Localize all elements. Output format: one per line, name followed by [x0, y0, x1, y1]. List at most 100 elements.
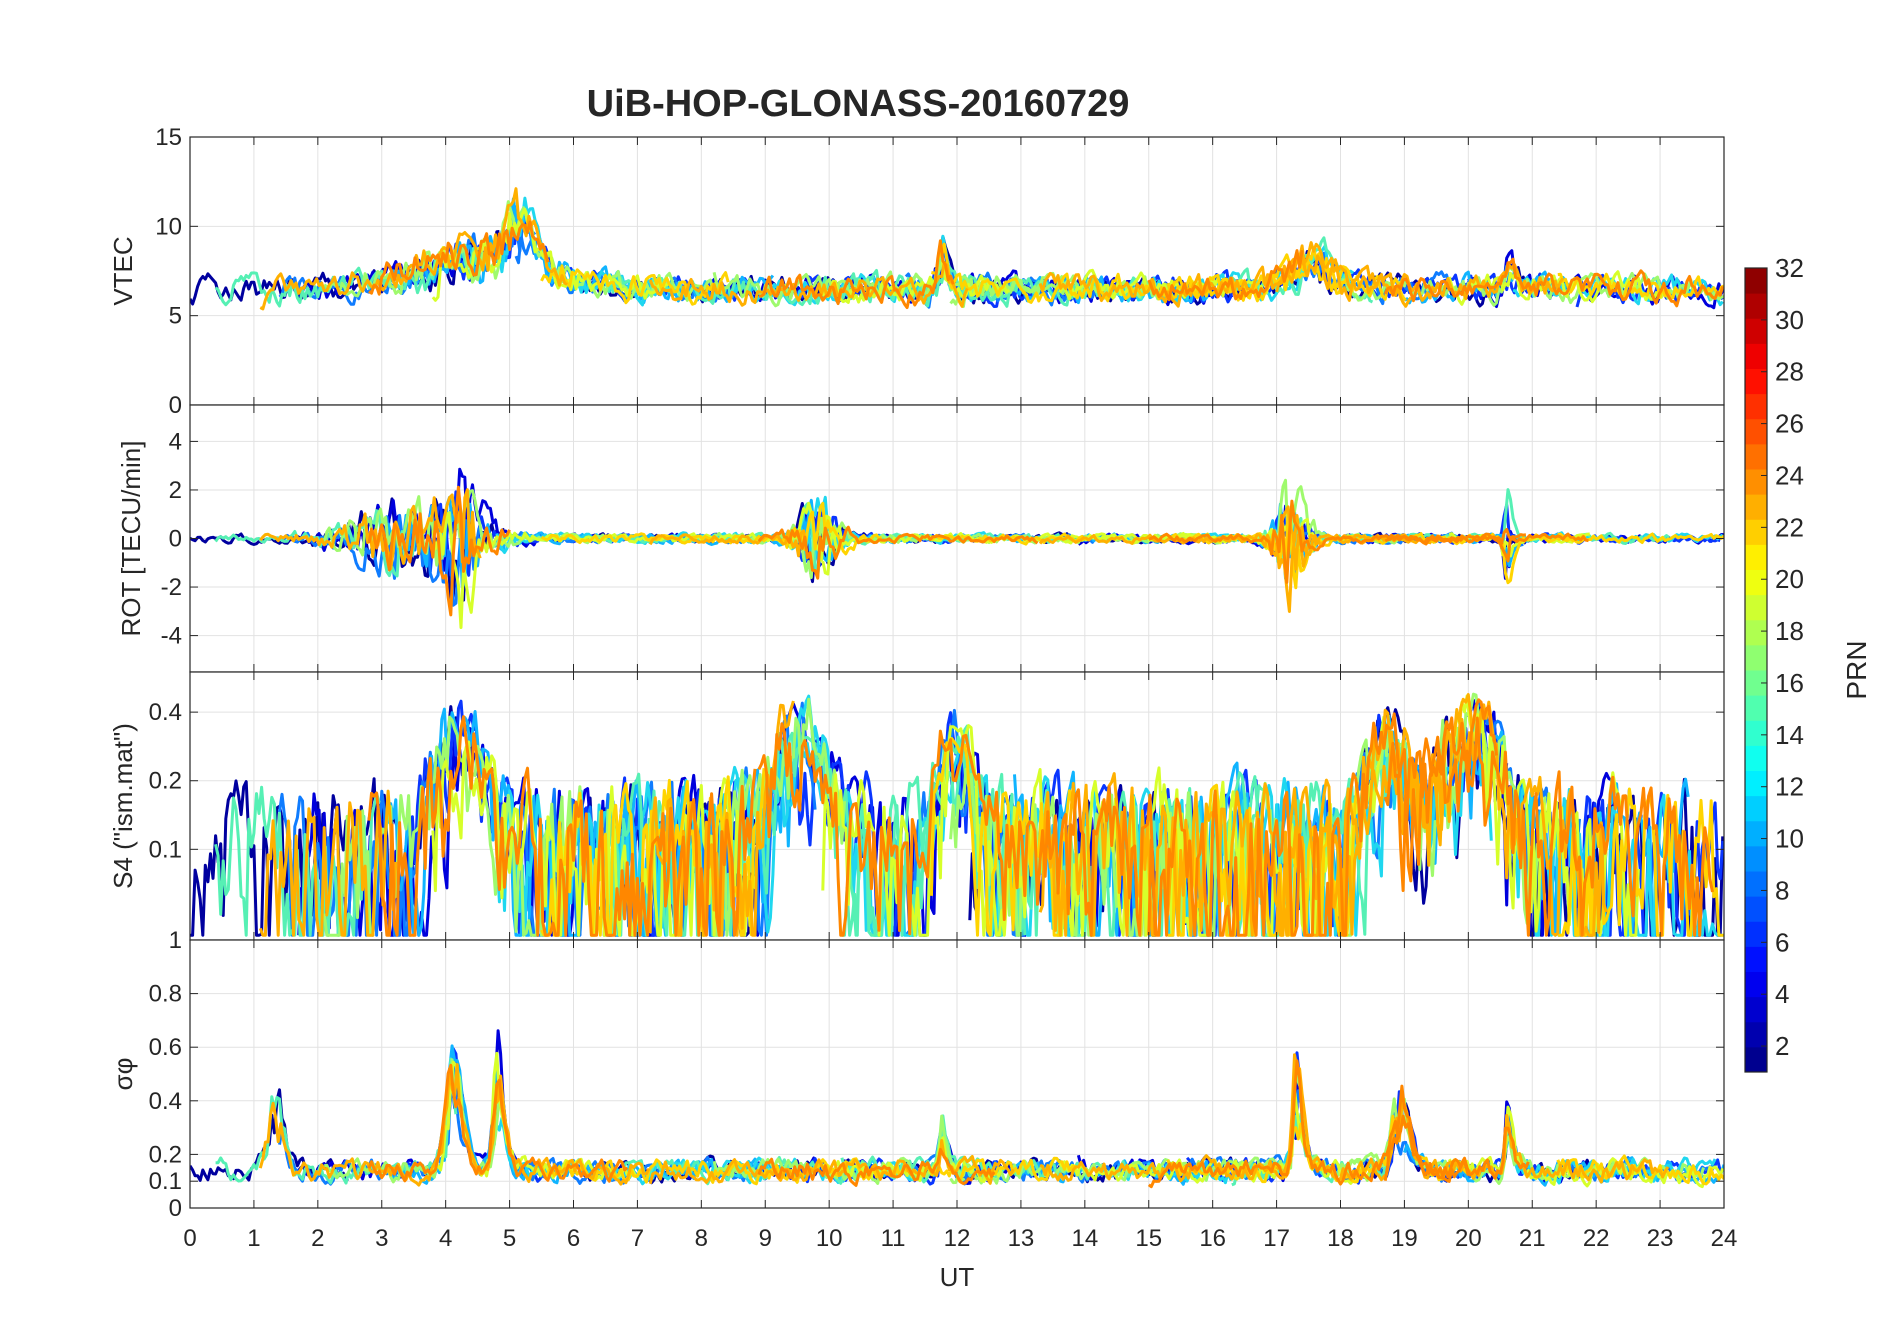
panel-sigma_phi: 00.10.2 0.4 0.6 0.8 1 σφ [108, 927, 1725, 1222]
x-tick-label: 23 [1647, 1225, 1674, 1252]
panel-vtec: 0 5 10 15 VTEC [108, 124, 1725, 419]
colorbar-tick-label: 22 [1775, 512, 1804, 542]
colorbar-swatch [1745, 946, 1767, 972]
y-tick-label: 10 [155, 213, 182, 240]
x-tick-label: 3 [375, 1225, 388, 1252]
series-line [367, 485, 511, 617]
series-line [540, 264, 730, 306]
y-tick-label: 5 [169, 303, 182, 330]
series-line [1275, 1053, 1670, 1184]
y-axis-label: VTEC [108, 236, 138, 305]
series-line [931, 242, 1355, 304]
colorbar-swatch [1745, 343, 1767, 369]
y-tick-label: 0 [169, 1195, 182, 1222]
x-tick-label: 0 [183, 1225, 196, 1252]
colorbar-tick-label: 24 [1775, 460, 1804, 490]
colorbar-tick-label: 12 [1775, 772, 1804, 802]
x-tick-label: 13 [1008, 1225, 1035, 1252]
series-line [278, 513, 483, 607]
series-line [495, 196, 665, 307]
colorbar-tick-label: 20 [1775, 564, 1804, 594]
series-line [712, 697, 846, 937]
colorbar-swatch [1745, 921, 1767, 947]
colorbar-tick-label: 2 [1775, 1031, 1789, 1061]
colorbar-swatch [1745, 720, 1767, 746]
x-tick-label: 24 [1711, 1225, 1738, 1252]
colorbar-swatch [1745, 293, 1767, 319]
x-tick-label: 16 [1199, 1225, 1226, 1252]
series-line [1147, 698, 1498, 937]
colorbar-swatch [1745, 845, 1767, 872]
colorbar-tick-label: 16 [1775, 668, 1804, 698]
series-line [1557, 272, 1724, 300]
series-group [190, 1029, 1724, 1189]
chart-title: UiB-HOP-GLONASS-20160729 [587, 83, 1130, 125]
series-group [190, 692, 1724, 937]
series-line [648, 529, 808, 558]
series-line [757, 722, 1159, 937]
series-group [190, 187, 1724, 311]
x-tick-label: 15 [1135, 1225, 1162, 1252]
colorbar-swatch [1745, 494, 1767, 520]
x-axis: 0 1 2 3 4 5 6 7 8 9 10 11 12 13 14 15 16 17 18 19 20 21 22 23 24 [183, 1225, 1737, 1252]
panel-s4: 0.1 0.2 0.4 S4 ("ism.mat") [108, 671, 1725, 941]
x-axis-label: UT [940, 1262, 975, 1292]
x-tick-label: 1 [247, 1225, 260, 1252]
colorbar-swatch [1745, 418, 1767, 445]
y-axis-label: ROT [TECU/min] [116, 441, 146, 637]
series-line [367, 1063, 629, 1183]
colorbar-swatch [1745, 469, 1767, 495]
y-tick-label: -4 [161, 623, 182, 650]
series-line [929, 737, 1079, 937]
x-tick-label: 5 [503, 1225, 516, 1252]
series-line [758, 239, 955, 310]
colorbar-swatch [1745, 1046, 1767, 1073]
x-tick-label: 4 [439, 1225, 452, 1252]
colorbar-swatch [1745, 268, 1767, 294]
colorbar-swatch [1745, 896, 1767, 922]
series-line [1147, 249, 1304, 302]
colorbar-tick-label: 10 [1775, 824, 1804, 854]
colorbar-swatch [1745, 368, 1767, 395]
x-tick-label: 7 [631, 1225, 644, 1252]
colorbar-swatch [1745, 619, 1767, 646]
colorbar-tick-label: 18 [1775, 616, 1804, 646]
colorbar-swatch [1745, 971, 1767, 998]
x-tick-label: 21 [1519, 1225, 1546, 1252]
x-tick-label: 18 [1327, 1225, 1354, 1252]
y-tick-label: 2 [169, 477, 182, 504]
series-group [190, 467, 1724, 629]
colorbar-swatch [1745, 1021, 1767, 1048]
series-line [1557, 787, 1724, 937]
colorbar-swatch [1745, 670, 1767, 696]
colorbar-swatch [1745, 996, 1767, 1023]
colorbar-tick-label: 30 [1775, 305, 1804, 335]
colorbar-swatch [1745, 318, 1767, 344]
series-line [648, 261, 969, 308]
colorbar-tick-label: 28 [1775, 357, 1804, 387]
colorbar-tick-label: 8 [1775, 875, 1789, 905]
series-line [1038, 241, 1413, 308]
x-tick-label: 17 [1263, 1225, 1290, 1252]
colorbar-swatch [1745, 644, 1767, 671]
y-axis-label: σφ [108, 1058, 138, 1091]
series-line [1147, 1059, 1470, 1189]
x-tick-label: 19 [1391, 1225, 1418, 1252]
y-tick-label: 4 [169, 428, 182, 455]
y-tick-label: 0.8 [149, 981, 182, 1008]
panel-rot: -4 -2 0 2 4 ROT [TECU/min] [116, 404, 1725, 673]
colorbar-swatch [1745, 594, 1767, 621]
x-tick-label: 6 [567, 1225, 580, 1252]
series-line [367, 715, 757, 937]
y-tick-label: 0.2 [149, 768, 182, 795]
y-tick-label: 1 [169, 927, 182, 954]
series-line [1148, 499, 1589, 584]
colorbar-label: PRN [1841, 640, 1872, 699]
x-tick-label: 2 [311, 1225, 324, 1252]
series-line [1383, 257, 1724, 308]
series-line [757, 1147, 996, 1187]
y-tick-label: 0.1 [149, 836, 182, 863]
y-axis-label: S4 ("ism.mat") [108, 723, 138, 889]
